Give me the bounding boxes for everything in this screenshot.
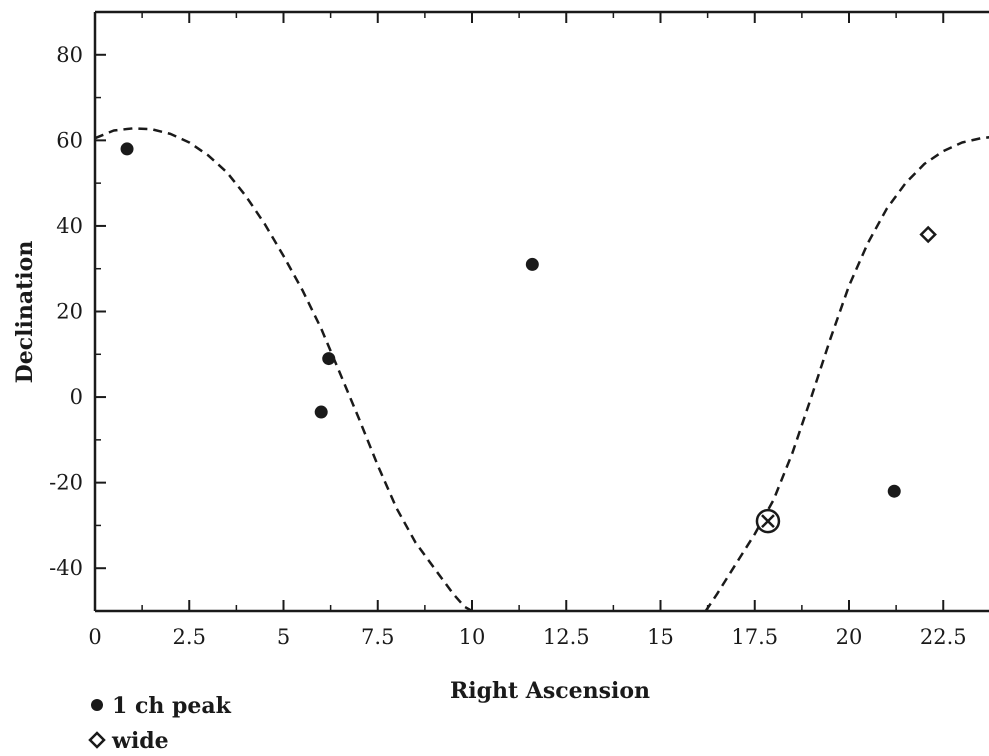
point-1-ch-peak (120, 142, 134, 156)
y-tick-label: 60 (56, 128, 83, 152)
y-tick-label: -20 (49, 471, 83, 495)
point-1-ch-peak (887, 484, 901, 498)
circled-x-stroke (761, 514, 775, 529)
x-tick-label: 17.5 (731, 625, 778, 649)
y-tick-label: -40 (49, 556, 83, 580)
x-tick-label: 5 (277, 625, 290, 649)
x-tick-label: 20 (836, 625, 863, 649)
legend-marker-open-diamond (88, 731, 106, 749)
dashed-curve-segment (94, 127, 473, 613)
legend: 1 ch peak wide (88, 693, 232, 754)
y-tick-label: 40 (56, 214, 83, 238)
x-tick-label: 7.5 (361, 625, 394, 649)
x-tick-label: 0 (88, 625, 101, 649)
x-tick-label: 10 (459, 625, 486, 649)
y-tick-label: 80 (56, 43, 83, 67)
x-axis: 0 2.5 5 7.5 10 12.5 15 17.5 20 22.5 (88, 12, 967, 649)
point-1-ch-peak (525, 257, 539, 271)
dashed-curve-segment (704, 136, 989, 612)
legend-marker-filled-circle (91, 699, 103, 711)
y-axis: -40 -20 0 20 40 60 80 (49, 11, 106, 612)
x-tick-label: 2.5 (173, 625, 206, 649)
x-axis-title: Right Ascension (450, 678, 650, 704)
y-axis-title: Declination (12, 241, 38, 384)
legend-label-1-ch-peak: 1 ch peak (112, 693, 232, 719)
point-wide (919, 225, 937, 244)
x-tick-label: 22.5 (920, 625, 967, 649)
curve-group (94, 127, 989, 613)
point-1-ch-peak (322, 352, 336, 366)
legend-label-wide: wide (111, 728, 169, 754)
x-tick-label: 12.5 (543, 625, 590, 649)
points-group (120, 142, 937, 534)
y-tick-label: 0 (70, 385, 83, 409)
plot-frame (93, 10, 989, 613)
x-tick-label: 15 (647, 625, 674, 649)
point-1-ch-peak (314, 405, 328, 419)
y-tick-label: 20 (56, 300, 83, 324)
point-circled-x (755, 508, 781, 534)
